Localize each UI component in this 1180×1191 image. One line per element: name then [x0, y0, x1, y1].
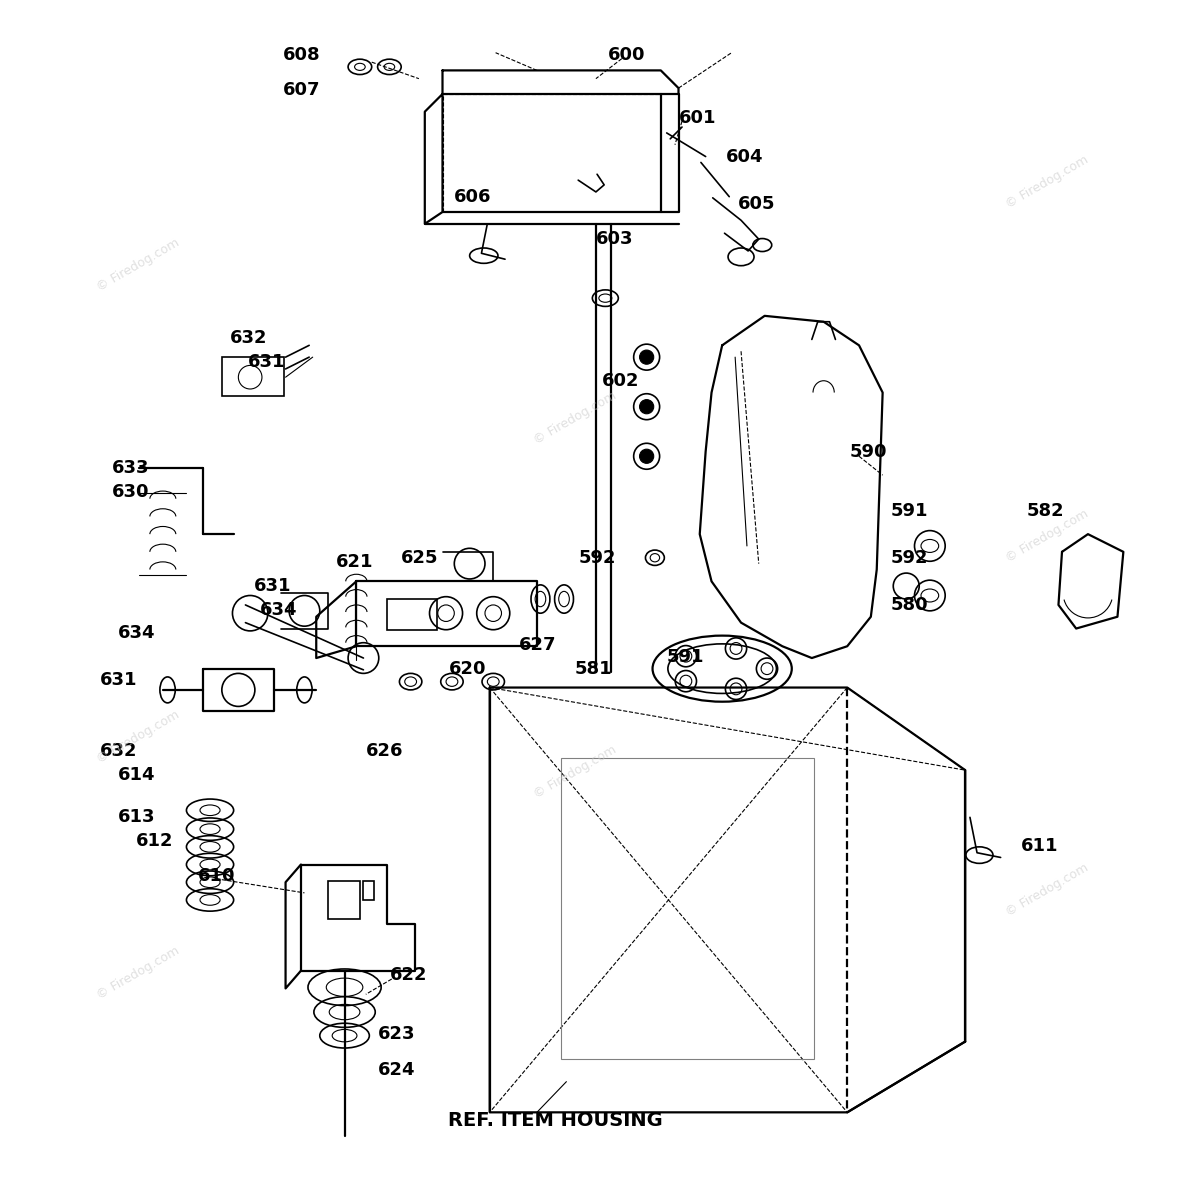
Text: 620: 620	[448, 660, 486, 678]
Text: 624: 624	[378, 1061, 415, 1079]
Text: 580: 580	[891, 596, 929, 613]
Text: REF. ITEM HOUSING: REF. ITEM HOUSING	[448, 1111, 663, 1130]
Text: 626: 626	[366, 742, 404, 760]
Text: 608: 608	[283, 46, 321, 64]
Bar	[363, 881, 374, 900]
Bar	[387, 599, 437, 630]
Bar	[328, 881, 360, 918]
Text: 631: 631	[100, 672, 138, 690]
Bar	[222, 357, 284, 397]
Text: 592: 592	[891, 549, 929, 567]
Text: 605: 605	[738, 195, 775, 213]
Text: © Firedog.com: © Firedog.com	[531, 389, 618, 448]
Text: © Firedog.com: © Firedog.com	[94, 709, 182, 766]
Text: 591: 591	[667, 648, 704, 666]
Text: © Firedog.com: © Firedog.com	[1003, 507, 1090, 566]
Text: 634: 634	[118, 624, 156, 642]
Text: 631: 631	[254, 578, 291, 596]
Text: 612: 612	[136, 833, 173, 850]
Text: 613: 613	[118, 809, 156, 827]
Text: 582: 582	[1027, 501, 1064, 519]
Text: 603: 603	[596, 230, 634, 248]
Text: 623: 623	[378, 1025, 415, 1043]
Text: 622: 622	[389, 966, 427, 985]
Text: 631: 631	[248, 353, 286, 370]
Text: 630: 630	[112, 482, 150, 500]
Text: 591: 591	[891, 501, 929, 519]
Text: 627: 627	[519, 636, 557, 654]
Text: © Firedog.com: © Firedog.com	[1003, 154, 1090, 212]
Text: 590: 590	[850, 443, 887, 461]
Bar	[560, 759, 814, 1059]
Circle shape	[640, 449, 654, 463]
Text: 625: 625	[401, 549, 439, 567]
Text: 633: 633	[112, 459, 150, 478]
Text: 607: 607	[283, 81, 321, 100]
Text: 621: 621	[336, 554, 374, 572]
Text: © Firedog.com: © Firedog.com	[94, 236, 182, 294]
Text: 600: 600	[608, 46, 645, 64]
Circle shape	[640, 350, 654, 364]
Text: 606: 606	[454, 188, 492, 206]
Text: 602: 602	[602, 372, 640, 389]
Text: 581: 581	[575, 660, 612, 678]
Text: 592: 592	[578, 549, 616, 567]
Text: 634: 634	[260, 600, 297, 618]
Text: © Firedog.com: © Firedog.com	[531, 743, 618, 802]
Text: © Firedog.com: © Firedog.com	[1003, 861, 1090, 919]
Circle shape	[640, 400, 654, 413]
Text: 604: 604	[726, 148, 763, 166]
Text: 614: 614	[118, 766, 156, 784]
Text: 601: 601	[678, 108, 716, 126]
Text: 632: 632	[230, 329, 268, 348]
Text: © Firedog.com: © Firedog.com	[94, 944, 182, 1002]
Text: 610: 610	[198, 867, 236, 885]
Text: 632: 632	[100, 742, 138, 760]
Text: 611: 611	[1021, 836, 1058, 855]
